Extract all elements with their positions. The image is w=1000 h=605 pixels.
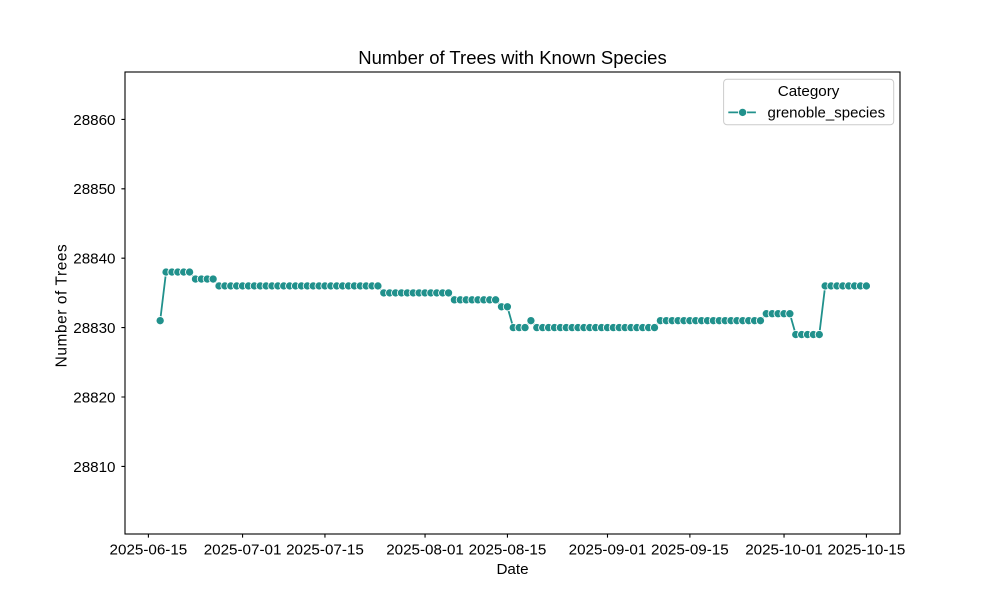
svg-text:Category: Category <box>778 83 840 100</box>
svg-text:2025-10-01: 2025-10-01 <box>745 542 823 559</box>
svg-text:2025-08-15: 2025-08-15 <box>469 542 547 559</box>
svg-text:28850: 28850 <box>73 181 115 198</box>
svg-text:grenoble_species: grenoble_species <box>768 105 886 122</box>
svg-text:Number of Trees: Number of Trees <box>54 244 71 368</box>
svg-text:28840: 28840 <box>73 251 115 268</box>
svg-text:28810: 28810 <box>73 459 115 476</box>
svg-text:2025-07-01: 2025-07-01 <box>204 542 282 559</box>
svg-text:2025-06-15: 2025-06-15 <box>110 542 188 559</box>
svg-text:28820: 28820 <box>73 389 115 406</box>
svg-text:Number of Trees with Known Spe: Number of Trees with Known Species <box>358 47 666 68</box>
svg-text:2025-07-15: 2025-07-15 <box>286 542 364 559</box>
svg-text:28860: 28860 <box>73 112 115 129</box>
svg-text:2025-08-01: 2025-08-01 <box>386 542 464 559</box>
svg-text:2025-09-15: 2025-09-15 <box>651 542 729 559</box>
svg-text:2025-10-15: 2025-10-15 <box>828 542 906 559</box>
svg-text:Date: Date <box>496 561 528 578</box>
svg-text:28830: 28830 <box>73 320 115 337</box>
svg-text:2025-09-01: 2025-09-01 <box>569 542 647 559</box>
